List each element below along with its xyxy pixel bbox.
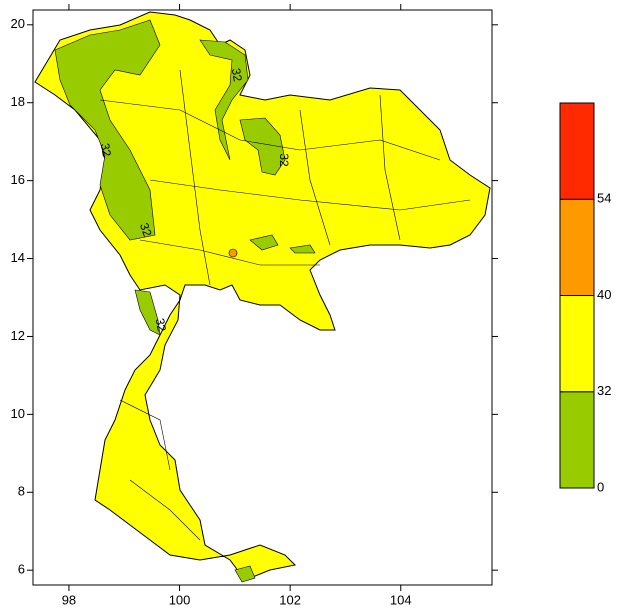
y-tick-label: 16 xyxy=(11,172,25,187)
contour-label: 32 xyxy=(229,67,245,83)
colorbar-segment xyxy=(559,198,595,296)
colorbar-segment xyxy=(559,295,595,393)
y-tick-label: 10 xyxy=(11,406,25,421)
contour-label: 32 xyxy=(137,221,155,239)
colorbar-label: 40 xyxy=(597,287,611,302)
country-outline xyxy=(34,11,491,583)
colorbar-segment xyxy=(559,391,595,489)
contour-label: 32 xyxy=(153,317,169,333)
x-tick-label: 104 xyxy=(390,592,412,607)
y-tick-label: 8 xyxy=(18,484,25,499)
x-tick-label: 98 xyxy=(62,592,76,607)
x-tick-label: 100 xyxy=(169,592,191,607)
colorbar-label: 32 xyxy=(597,383,611,398)
y-tick-label: 12 xyxy=(11,328,25,343)
colorbar-label: 0 xyxy=(597,479,604,494)
contour-label: 32 xyxy=(277,153,291,167)
y-tick-label: 18 xyxy=(11,94,25,109)
y-tick-label: 14 xyxy=(11,250,25,265)
y-tick-label: 20 xyxy=(11,16,25,31)
contour-label: 32 xyxy=(98,142,114,158)
colorbar-label: 54 xyxy=(597,191,611,206)
colorbar-segment xyxy=(559,102,595,200)
y-tick-label: 6 xyxy=(18,562,25,577)
x-tick-label: 102 xyxy=(279,592,301,607)
